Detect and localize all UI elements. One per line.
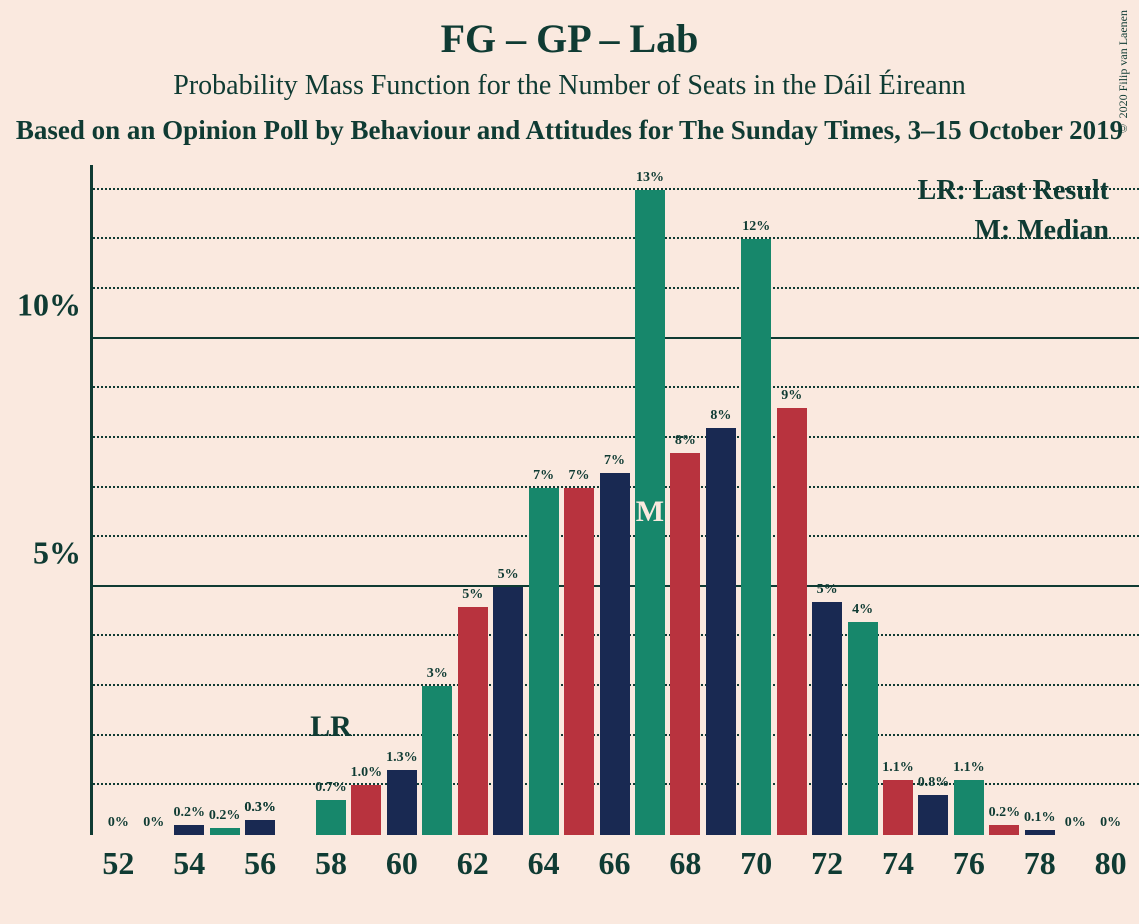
gridline-minor bbox=[93, 287, 1139, 289]
copyright-text: © 2020 Filip van Laenen bbox=[1116, 10, 1131, 135]
bar-value-label: 1.1% bbox=[882, 760, 914, 776]
x-axis-label: 64 bbox=[528, 845, 560, 882]
bar-value-label: 5% bbox=[817, 582, 838, 598]
x-axis-label: 56 bbox=[244, 845, 276, 882]
bar-value-label: 0.2% bbox=[209, 808, 241, 824]
bar-value-label: 4% bbox=[852, 602, 873, 618]
bar-red bbox=[883, 780, 913, 835]
bar-teal bbox=[529, 488, 559, 835]
bar-value-label: 0.3% bbox=[244, 800, 276, 816]
x-axis-label: 74 bbox=[882, 845, 914, 882]
bar-teal bbox=[422, 686, 452, 835]
gridline-minor bbox=[93, 436, 1139, 438]
x-axis-label: 62 bbox=[457, 845, 489, 882]
bar-teal bbox=[954, 780, 984, 835]
bar-value-label: 12% bbox=[742, 219, 770, 235]
bar-value-label: 0% bbox=[108, 815, 129, 831]
chart-title: FG – GP – Lab bbox=[0, 15, 1139, 62]
x-axis-label: 70 bbox=[740, 845, 772, 882]
bar-teal bbox=[316, 800, 346, 835]
x-axis-label: 66 bbox=[599, 845, 631, 882]
bar-value-label: 7% bbox=[604, 453, 625, 469]
bar-red bbox=[351, 785, 381, 835]
gridline-minor bbox=[93, 188, 1139, 190]
bar-value-label: 7% bbox=[569, 468, 590, 484]
bar-value-label: 0.2% bbox=[989, 805, 1021, 821]
bar-value-label: 0.7% bbox=[315, 780, 347, 796]
bar-value-label: 0% bbox=[1065, 815, 1086, 831]
bar-red bbox=[564, 488, 594, 835]
marker-lr: LR bbox=[310, 710, 352, 744]
x-axis-label: 54 bbox=[173, 845, 205, 882]
bar-navy bbox=[245, 820, 275, 835]
bar-navy bbox=[493, 587, 523, 835]
chart-container: FG – GP – Lab Probability Mass Function … bbox=[0, 0, 1139, 924]
bar-value-label: 0.2% bbox=[173, 805, 205, 821]
bar-value-label: 0% bbox=[1100, 815, 1121, 831]
x-axis-label: 76 bbox=[953, 845, 985, 882]
x-axis-label: 58 bbox=[315, 845, 347, 882]
bar-value-label: 5% bbox=[462, 587, 483, 603]
bar-value-label: 13% bbox=[636, 170, 664, 186]
bar-red bbox=[670, 453, 700, 835]
bar-teal bbox=[210, 828, 240, 835]
bar-value-label: 1.3% bbox=[386, 750, 418, 766]
bar-value-label: 5% bbox=[498, 567, 519, 583]
bar-red bbox=[458, 607, 488, 835]
bar-navy bbox=[812, 602, 842, 835]
gridline-minor bbox=[93, 386, 1139, 388]
x-axis-label: 78 bbox=[1024, 845, 1056, 882]
bar-value-label: 1.0% bbox=[351, 765, 383, 781]
y-axis-label: 5% bbox=[33, 534, 81, 571]
x-axis-label: 72 bbox=[811, 845, 843, 882]
bar-value-label: 3% bbox=[427, 666, 448, 682]
bar-teal bbox=[848, 622, 878, 835]
x-axis-label: 52 bbox=[102, 845, 134, 882]
bar-navy bbox=[600, 473, 630, 835]
x-axis-label: 80 bbox=[1095, 845, 1127, 882]
bar-red bbox=[989, 825, 1019, 835]
bar-value-label: 8% bbox=[710, 408, 731, 424]
x-axis-label: 68 bbox=[669, 845, 701, 882]
plot-area: 5%10%5254565860626466687072747678800%0%0… bbox=[90, 165, 1139, 835]
bar-value-label: 9% bbox=[781, 388, 802, 404]
chart-subtitle-1: Probability Mass Function for the Number… bbox=[0, 70, 1139, 102]
bar-navy bbox=[706, 428, 736, 835]
bar-navy bbox=[1025, 830, 1055, 835]
gridline-minor bbox=[93, 237, 1139, 239]
x-axis-label: 60 bbox=[386, 845, 418, 882]
bar-navy bbox=[174, 825, 204, 835]
bar-navy bbox=[387, 770, 417, 835]
y-axis-label: 10% bbox=[17, 286, 81, 323]
bar-red bbox=[777, 408, 807, 835]
bar-value-label: 1.1% bbox=[953, 760, 985, 776]
gridline-major bbox=[93, 337, 1139, 339]
bar-value-label: 0% bbox=[143, 815, 164, 831]
bar-teal bbox=[741, 239, 771, 835]
marker-m: M bbox=[636, 495, 664, 529]
bar-value-label: 8% bbox=[675, 433, 696, 449]
bar-value-label: 0.8% bbox=[918, 775, 950, 791]
bar-value-label: 0.1% bbox=[1024, 810, 1056, 826]
bar-navy bbox=[918, 795, 948, 835]
chart-subtitle-2: Based on an Opinion Poll by Behaviour an… bbox=[0, 115, 1139, 146]
bar-value-label: 7% bbox=[533, 468, 554, 484]
